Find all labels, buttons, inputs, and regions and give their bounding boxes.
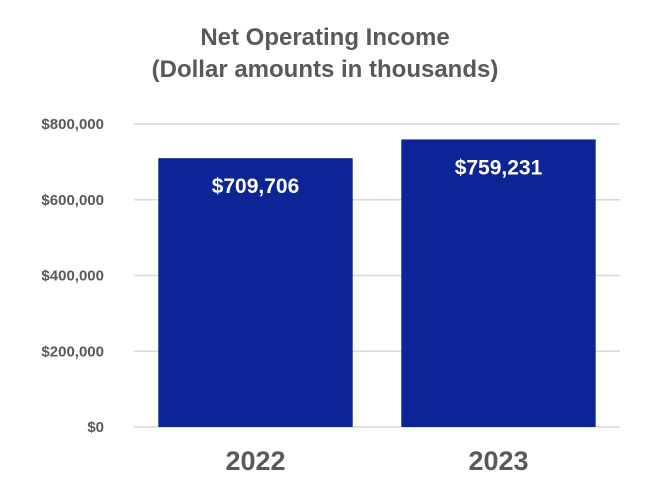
data-label: $709,706 xyxy=(212,175,300,198)
y-tick-label: $0 xyxy=(87,419,104,436)
y-tick-label: $600,000 xyxy=(41,192,104,209)
y-tick-label: $800,000 xyxy=(41,116,104,133)
x-tick-label: 2022 xyxy=(225,446,285,476)
chart-title-block: Net Operating Income (Dollar amounts in … xyxy=(0,22,650,86)
data-label: $759,231 xyxy=(455,156,543,179)
bar xyxy=(401,139,596,427)
x-tick-label: 2023 xyxy=(468,446,528,476)
chart-subtitle: (Dollar amounts in thousands) xyxy=(151,56,499,83)
bar xyxy=(158,158,353,427)
y-tick-label: $200,000 xyxy=(41,343,104,360)
chart-title: Net Operating Income xyxy=(200,24,450,51)
y-tick-label: $400,000 xyxy=(41,268,104,285)
